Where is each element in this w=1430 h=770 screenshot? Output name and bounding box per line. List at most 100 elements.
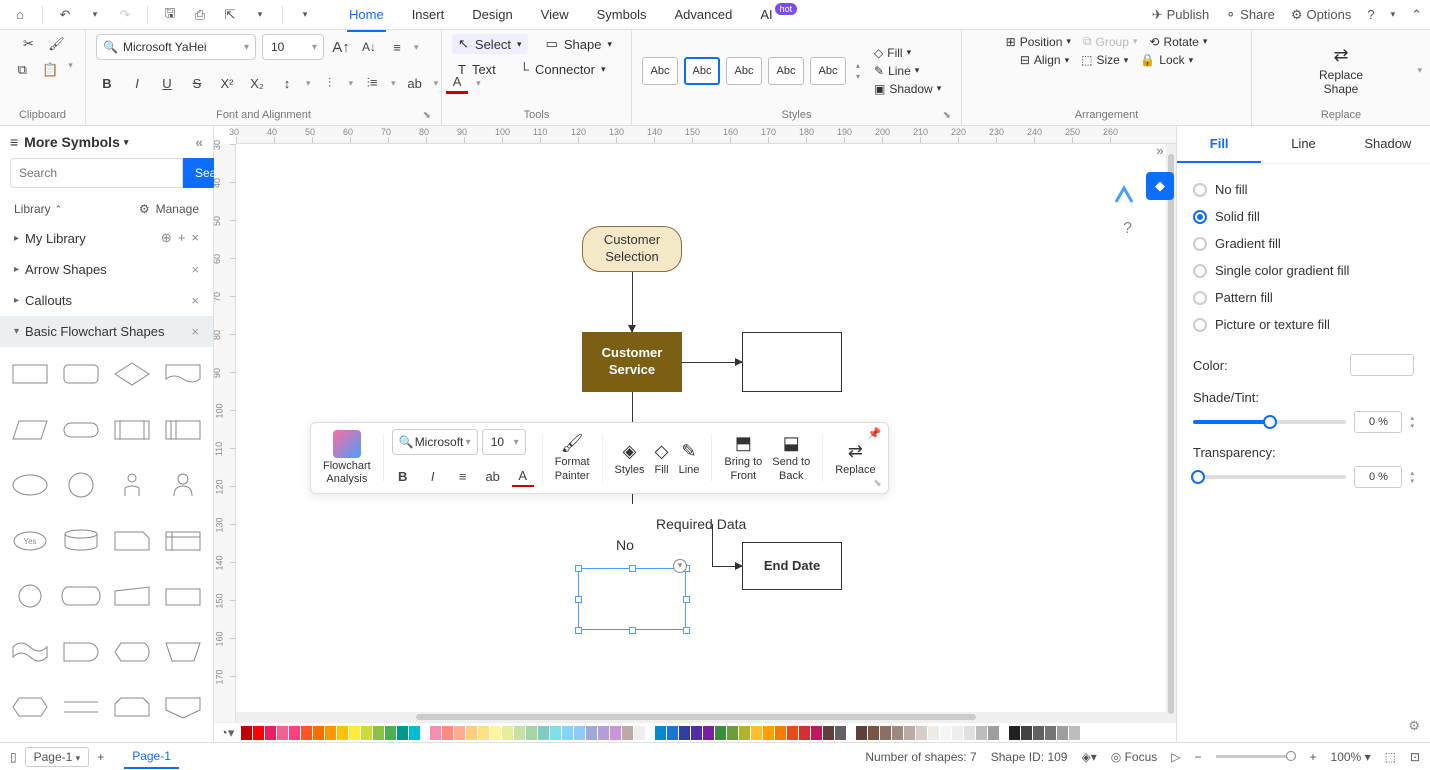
ctx-font-color[interactable]: A: [512, 465, 534, 487]
shape-direct[interactable]: [61, 577, 102, 613]
palette-swatch[interactable]: [526, 726, 537, 740]
increase-font-icon[interactable]: A↑: [330, 36, 352, 58]
palette-swatch[interactable]: [622, 726, 633, 740]
shape-card[interactable]: [112, 522, 153, 558]
shape-process[interactable]: [10, 355, 51, 391]
shape-person2[interactable]: [162, 466, 203, 502]
menu-tab-symbols[interactable]: Symbols: [595, 3, 649, 26]
connector-line[interactable]: [682, 362, 742, 363]
properties-tab-fill[interactable]: Fill: [1177, 126, 1261, 163]
select-tool[interactable]: ↖Select▾: [452, 34, 528, 54]
align-icon[interactable]: ≡: [386, 36, 408, 58]
ctx-format-painter[interactable]: 🖌Format Painter: [551, 433, 594, 482]
palette-swatch[interactable]: [1045, 726, 1056, 740]
menu-tab-home[interactable]: Home: [347, 3, 386, 26]
palette-swatch[interactable]: [787, 726, 798, 740]
shape-manual[interactable]: [112, 577, 153, 613]
flowchart-node[interactable]: Customer Selection: [582, 226, 682, 272]
horizontal-scrollbar[interactable]: [236, 712, 1176, 722]
properties-tab-line[interactable]: Line: [1261, 126, 1345, 163]
palette-swatch[interactable]: [667, 726, 678, 740]
replace-shape-icon[interactable]: ⇄: [1333, 45, 1348, 66]
palette-swatch[interactable]: [1033, 726, 1044, 740]
quick-shadow[interactable]: ▣Shadow▾: [874, 82, 941, 96]
palette-swatch[interactable]: [265, 726, 276, 740]
palette-swatch[interactable]: [964, 726, 975, 740]
palette-swatch[interactable]: [916, 726, 927, 740]
palette-swatch[interactable]: [928, 726, 939, 740]
style-preset-2[interactable]: Abc: [684, 57, 720, 85]
zoom-in-icon[interactable]: +: [1310, 750, 1317, 764]
palette-swatch[interactable]: [835, 726, 846, 740]
zoom-slider[interactable]: [1216, 755, 1296, 758]
replace-shape-label[interactable]: Replace Shape: [1319, 68, 1363, 97]
export-dropdown[interactable]: ▾: [248, 3, 272, 27]
shape-offpage[interactable]: [162, 688, 203, 724]
style-preset-3[interactable]: Abc: [726, 57, 762, 85]
ctx-replace[interactable]: ⇄Replace: [831, 441, 879, 476]
menu-tab-design[interactable]: Design: [470, 3, 514, 26]
palette-swatch[interactable]: [727, 726, 738, 740]
ctx-case[interactable]: ab: [482, 465, 504, 487]
palette-swatch[interactable]: [679, 726, 690, 740]
style-up[interactable]: ▴: [856, 61, 860, 70]
publish-button[interactable]: ✈Publish: [1152, 7, 1210, 23]
shape-loop[interactable]: [112, 688, 153, 724]
flowchart-node[interactable]: [742, 332, 842, 392]
fill-option-pattern[interactable]: Pattern fill: [1193, 284, 1414, 311]
resize-handle[interactable]: [629, 627, 636, 634]
palette-swatch[interactable]: [409, 726, 420, 740]
section-my-library[interactable]: ▸My Library⊕+×: [0, 222, 213, 254]
add-page-icon[interactable]: +: [97, 750, 104, 764]
palette-swatch[interactable]: [430, 726, 441, 740]
library-label[interactable]: Library: [14, 202, 51, 216]
palette-swatch[interactable]: [562, 726, 573, 740]
case-icon[interactable]: ab: [404, 72, 426, 94]
section-basic-flowchart[interactable]: ▾Basic Flowchart Shapes×: [0, 316, 213, 347]
shape-tape[interactable]: [10, 633, 51, 669]
palette-swatch[interactable]: [703, 726, 714, 740]
share-button[interactable]: ⚬Share: [1225, 7, 1275, 23]
palette-swatch[interactable]: [739, 726, 750, 740]
palette-swatch[interactable]: [940, 726, 951, 740]
resize-handle[interactable]: [575, 596, 582, 603]
fit-width-icon[interactable]: ⊡: [1410, 750, 1420, 764]
resize-handle[interactable]: [683, 627, 690, 634]
palette-swatch[interactable]: [904, 726, 915, 740]
palette-swatch[interactable]: [289, 726, 300, 740]
ctx-italic[interactable]: I: [422, 465, 444, 487]
add-icon[interactable]: +: [178, 230, 186, 246]
print-icon[interactable]: ⎙: [188, 3, 212, 27]
palette-swatch[interactable]: [598, 726, 609, 740]
decrease-font-icon[interactable]: A↓: [358, 36, 380, 58]
shape-data[interactable]: [10, 411, 51, 447]
palette-swatch[interactable]: [301, 726, 312, 740]
resize-handle[interactable]: [683, 596, 690, 603]
shape-document[interactable]: [162, 355, 203, 391]
shape-prep[interactable]: [10, 688, 51, 724]
palette-swatch[interactable]: [349, 726, 360, 740]
palette-swatch[interactable]: [691, 726, 702, 740]
focus-mode[interactable]: ◎ Focus: [1111, 750, 1158, 764]
more-icon[interactable]: ▾: [293, 3, 317, 27]
lock-button[interactable]: 🔒Lock▾: [1140, 53, 1193, 67]
pin-icon[interactable]: 📌: [868, 427, 882, 440]
flowchart-node[interactable]: Customer Service: [582, 332, 682, 392]
palette-swatch[interactable]: [655, 726, 666, 740]
shape-manual-op[interactable]: [162, 633, 203, 669]
italic-button[interactable]: I: [126, 72, 148, 94]
selection-box[interactable]: ▾: [578, 568, 686, 630]
options-button[interactable]: ⚙Options: [1291, 7, 1351, 23]
shape-decision[interactable]: [112, 355, 153, 391]
text-tool[interactable]: TText: [452, 60, 502, 79]
close-section-icon[interactable]: ×: [191, 262, 199, 277]
section-arrow-shapes[interactable]: ▸Arrow Shapes×: [0, 254, 213, 285]
palette-swatch[interactable]: [253, 726, 264, 740]
palette-swatch[interactable]: [313, 726, 324, 740]
palette-swatch[interactable]: [514, 726, 525, 740]
quick-fill[interactable]: ◇Fill▾: [874, 46, 941, 60]
collapse-sidebar-icon[interactable]: «: [195, 134, 203, 150]
palette-swatch[interactable]: [856, 726, 867, 740]
group-button[interactable]: ⧉Group▾: [1083, 34, 1137, 49]
fill-option-single-gradient[interactable]: Single color gradient fill: [1193, 257, 1414, 284]
